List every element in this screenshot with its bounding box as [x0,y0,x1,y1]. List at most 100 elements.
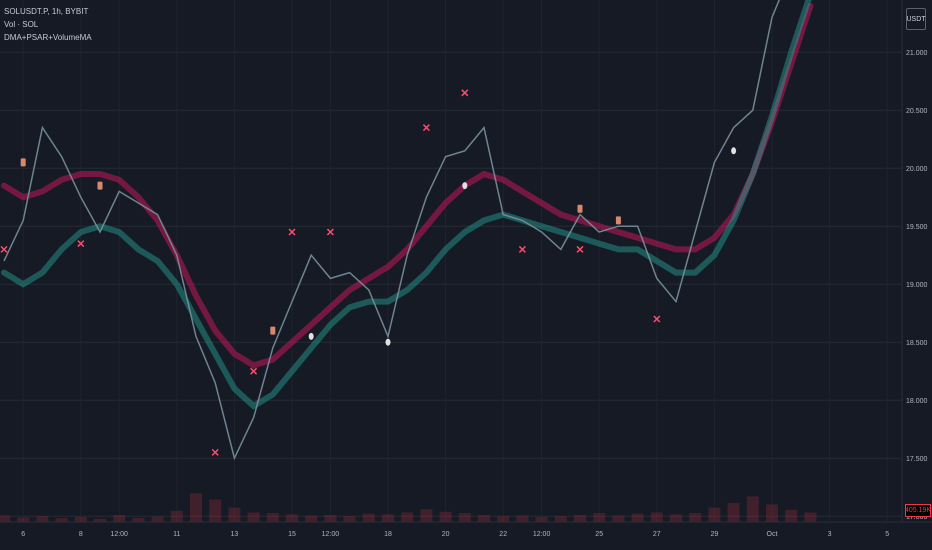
time-tick-label: 18 [384,531,392,538]
price-tick-label: 20.500 [906,108,928,115]
volume-bar [631,513,644,522]
buy-signal-bubble [731,147,737,155]
time-tick-label: 20 [442,531,450,538]
volume-bar [209,499,222,522]
event-marker [97,181,103,190]
volume-bar [785,509,798,522]
price-tick-label: 21.000 [906,50,928,57]
time-tick-label: 15 [288,531,296,538]
price-tick-label: 19.500 [906,224,928,231]
price-tick-label: 20.000 [906,166,928,173]
indicator-bands [1,0,814,461]
volume-bar [228,507,241,522]
time-tick-label: 29 [711,531,719,538]
volume-bar [554,516,567,522]
volume-bar [247,512,260,522]
volume-bar [420,509,433,522]
volume-bar [727,502,740,522]
volume-bar [362,513,375,522]
sell-signal-x [288,228,296,236]
volume-bar [439,511,452,522]
sell-signal-x [77,240,85,248]
upper-band-line [1,2,814,369]
last-volume-tag: 405.19K [905,504,931,517]
volume-bar [766,504,778,522]
buy-signal-bubble [385,338,391,346]
volume-bar [286,514,298,522]
volume-bar [113,514,126,522]
sell-signal-x [326,228,334,236]
volume-bar [382,514,394,522]
sell-signal-x [0,245,8,253]
volume-bar [343,516,356,522]
volume-bar [804,512,817,522]
time-tick-label: 12:00 [110,531,128,538]
event-marker [270,326,276,335]
price-tick-label: 19.000 [906,282,928,289]
time-tick-label: 12:00 [322,531,340,538]
volume-bar [458,513,471,522]
currency-unit-button[interactable]: USDT [906,8,926,30]
lower-band-line [1,0,812,410]
volume-bar [708,507,721,522]
time-tick-label: 8 [79,531,83,538]
symbol-legend[interactable]: SOLUSDT.P, 1h, BYBIT [4,7,89,16]
volume-bar [17,517,30,522]
event-marker [577,204,583,213]
signal-markers [0,89,737,456]
volume-bar [266,513,279,522]
sell-signal-x [518,245,526,253]
volume-bar [74,516,87,522]
price-tick-label: 17.500 [906,456,928,463]
time-axis[interactable]: 6 8 12:00 11 13 15 12:00 18 20 22 12:00 25 27 29 Oct 3 5 [21,531,889,538]
buy-signal-bubble [308,332,314,340]
time-tick-label: 5 [885,531,889,538]
sell-signal-x [576,245,584,253]
volume-bar [190,493,202,522]
volume-bar [689,513,702,522]
volume-bar [612,515,625,522]
volume-legend[interactable]: Vol · SOL [4,20,39,29]
buy-signal-bubble [462,182,468,190]
sell-signal-x [422,124,430,132]
sell-signal-x [250,367,258,375]
indicator-legend[interactable]: DMA+PSAR+VolumeMA [4,33,92,42]
price-axis[interactable]: 17.000 17.500 18.000 18.500 19.000 19.500 20.0… [906,50,928,521]
price-tick-label: 18.000 [906,398,928,405]
volume-bar [132,517,145,522]
time-tick-label: 12:00 [533,531,551,538]
time-tick-label: 13 [231,531,239,538]
sell-signal-x [211,448,219,456]
volume-bar [516,515,529,522]
time-tick-label: 3 [828,531,832,538]
time-tick-label: 27 [653,531,661,538]
volume-bar [151,516,164,522]
volume-bars [0,493,817,522]
price-line [3,0,781,461]
volume-bar [0,515,10,522]
volume-bar [55,518,68,522]
time-tick-label: 25 [595,531,603,538]
time-tick-label: 22 [499,531,507,538]
event-marker [20,158,26,167]
volume-bar [746,496,759,522]
price-tick-label: 17.000 [906,514,928,521]
time-tick-label: Oct [767,531,778,538]
time-tick-label: 11 [173,531,180,538]
volume-bar [593,513,606,522]
volume-bar [36,516,49,522]
volume-bar [497,516,510,522]
sell-signal-x [461,89,469,97]
volume-bar [94,518,106,522]
event-marker [615,216,621,225]
sell-signal-x [653,315,661,323]
time-tick-label: 6 [21,531,25,538]
volume-bar [305,515,318,522]
volume-bar [650,512,663,522]
volume-bar [401,512,414,522]
volume-bar [478,514,490,522]
volume-bar [670,514,682,522]
price-tick-label: 18.500 [906,340,928,347]
